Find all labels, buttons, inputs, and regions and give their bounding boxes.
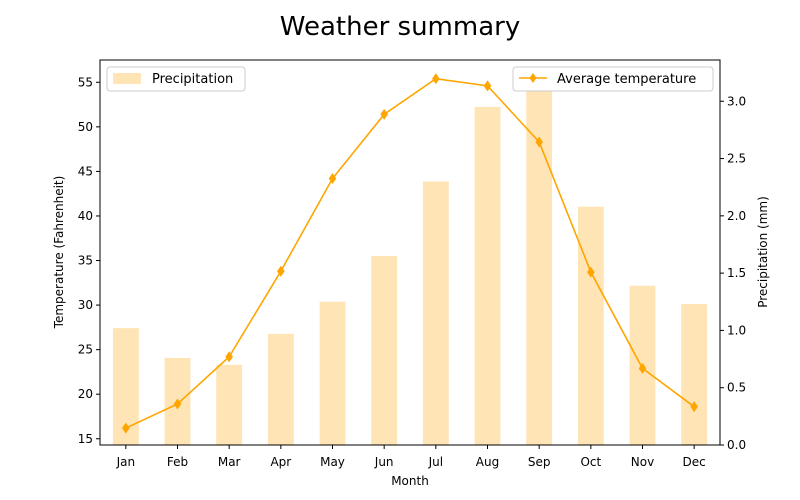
x-tick-label-apr: Apr bbox=[270, 455, 291, 469]
x-tick-label-nov: Nov bbox=[631, 455, 654, 469]
x-tick-label-jun: Jun bbox=[374, 455, 394, 469]
chart-title: Weather summary bbox=[280, 12, 520, 42]
left-y-tick-label-25: 25 bbox=[78, 343, 93, 357]
precipitation-bar-oct bbox=[577, 206, 604, 445]
precipitation-bars bbox=[112, 77, 708, 446]
temperature-marker-sep bbox=[535, 136, 543, 148]
left-y-tick-label-20: 20 bbox=[78, 387, 93, 401]
legend-temperature: Average temperature bbox=[512, 66, 714, 92]
legend-temperature-marker bbox=[529, 73, 537, 83]
legend-precipitation-swatch bbox=[113, 73, 141, 84]
precipitation-bar-aug bbox=[474, 106, 501, 446]
x-tick-label-jul: Jul bbox=[428, 455, 443, 469]
temperature-marker-jul bbox=[432, 73, 440, 85]
x-axis-label: Month bbox=[391, 474, 429, 488]
left-y-tick-label-15: 15 bbox=[78, 432, 93, 446]
legend-temperature-label: Average temperature bbox=[557, 72, 696, 87]
x-tick-label-mar: Mar bbox=[218, 455, 241, 469]
temperature-marker-may bbox=[328, 173, 337, 185]
x-tick-label-sep: Sep bbox=[528, 455, 551, 469]
temperature-marker-aug bbox=[483, 80, 492, 92]
right-y-tick-label-2.5: 2.5 bbox=[727, 152, 746, 166]
x-tick-label-jan: Jan bbox=[116, 455, 136, 469]
right-y-tick-label-0.5: 0.5 bbox=[727, 381, 746, 395]
right-y-axis-label: Precipitation (mm) bbox=[756, 196, 770, 308]
left-y-tick-label-50: 50 bbox=[78, 120, 93, 134]
precipitation-bar-apr bbox=[267, 333, 294, 445]
legend-precipitation-label: Precipitation bbox=[152, 72, 233, 87]
temperature-marker-jun bbox=[380, 108, 388, 120]
temperature-marker-oct bbox=[587, 266, 595, 278]
left-y-tick-label-35: 35 bbox=[78, 254, 93, 268]
right-y-tick-label-1.5: 1.5 bbox=[727, 266, 746, 280]
right-y-tick-label-2.0: 2.0 bbox=[727, 209, 746, 223]
precipitation-bar-jun bbox=[371, 255, 398, 445]
plot-frame bbox=[99, 59, 721, 446]
left-y-axis-label: Temperature (Fahrenheit) bbox=[52, 176, 66, 330]
left-y-tick-label-45: 45 bbox=[78, 164, 93, 178]
x-tick-label-may: May bbox=[320, 455, 345, 469]
legend-precipitation: Precipitation bbox=[106, 66, 246, 92]
legend-temperature-box bbox=[512, 66, 714, 92]
left-y-axis: 15 20 25 30 35 40 45 50 55 bbox=[78, 75, 100, 446]
temperature-marker-feb bbox=[173, 398, 182, 410]
x-tick-label-dec: Dec bbox=[683, 455, 706, 469]
right-y-tick-label-3.0: 3.0 bbox=[727, 94, 746, 108]
right-y-tick-label-0.0: 0.0 bbox=[727, 438, 746, 452]
precipitation-bar-may bbox=[319, 301, 346, 445]
temperature-line-layer bbox=[122, 73, 698, 434]
x-tick-label-aug: Aug bbox=[476, 455, 499, 469]
precipitation-bar-dec bbox=[681, 304, 708, 445]
temperature-marker-apr bbox=[277, 265, 285, 277]
temperature-marker-nov bbox=[638, 362, 647, 374]
legend-precipitation-box bbox=[106, 66, 246, 92]
temperature-marker-jan bbox=[122, 422, 130, 434]
precipitation-bar-jul bbox=[422, 181, 449, 446]
left-y-tick-label-40: 40 bbox=[78, 209, 93, 223]
temperature-line bbox=[125, 77, 695, 429]
left-y-tick-label-30: 30 bbox=[78, 298, 93, 312]
x-axis: Jan Feb Mar Apr May Jun Jul Aug Sep Oct Nov Dec bbox=[116, 445, 706, 469]
right-y-axis: 0.0 0.5 1.0 1.5 2.0 2.5 3.0 bbox=[720, 94, 746, 452]
left-y-tick-label-55: 55 bbox=[78, 75, 93, 89]
x-tick-label-oct: Oct bbox=[580, 455, 601, 469]
temperature-marker-dec bbox=[690, 401, 698, 413]
precipitation-bar-mar bbox=[216, 364, 243, 445]
x-tick-label-feb: Feb bbox=[167, 455, 188, 469]
temperature-marker-mar bbox=[225, 351, 233, 363]
right-y-tick-label-1.0: 1.0 bbox=[727, 323, 746, 337]
